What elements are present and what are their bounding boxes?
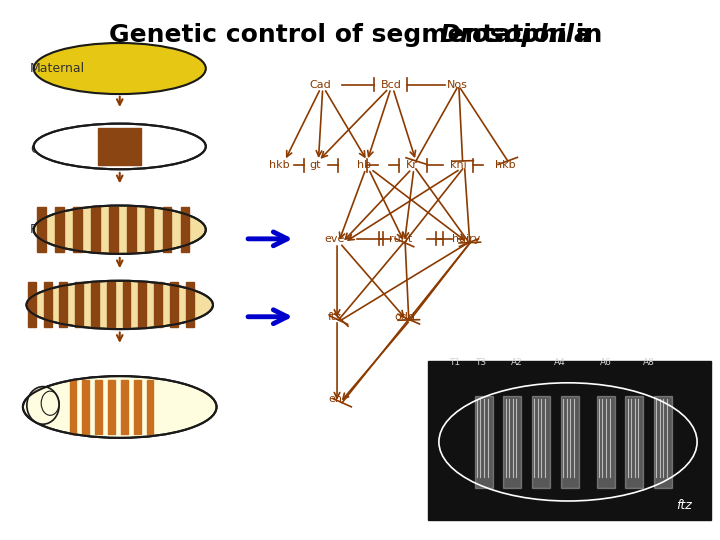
Ellipse shape: [34, 124, 206, 169]
Bar: [109, 207, 117, 252]
Text: Primary pair-rule: Primary pair-rule: [30, 223, 135, 236]
Ellipse shape: [50, 48, 190, 89]
Bar: [163, 207, 171, 252]
Bar: [145, 207, 153, 252]
Ellipse shape: [101, 64, 139, 73]
Ellipse shape: [58, 50, 182, 87]
Text: Cad: Cad: [310, 80, 331, 90]
Ellipse shape: [27, 281, 213, 329]
Bar: [108, 380, 114, 434]
Ellipse shape: [53, 49, 186, 88]
Text: odd: odd: [394, 312, 415, 322]
Bar: [134, 380, 140, 434]
Text: en: en: [328, 394, 342, 404]
Bar: [73, 207, 81, 252]
Bar: [122, 282, 130, 327]
Text: Genetic control of segmentation in: Genetic control of segmentation in: [109, 23, 611, 47]
Ellipse shape: [27, 387, 59, 424]
Text: A6: A6: [600, 357, 612, 367]
Bar: [60, 282, 68, 327]
Bar: [532, 396, 550, 488]
Bar: [154, 282, 162, 327]
Text: hkb: hkb: [269, 160, 290, 170]
Bar: [82, 380, 89, 434]
Bar: [28, 282, 36, 327]
Bar: [37, 207, 46, 252]
Bar: [91, 282, 99, 327]
Text: Gap: Gap: [30, 143, 55, 156]
Ellipse shape: [34, 43, 206, 94]
Bar: [107, 282, 114, 327]
Ellipse shape: [109, 66, 131, 71]
Ellipse shape: [73, 55, 166, 82]
Ellipse shape: [96, 62, 143, 75]
Ellipse shape: [66, 53, 174, 84]
Text: Segment polarity: Segment polarity: [30, 395, 138, 408]
Bar: [147, 380, 153, 434]
Ellipse shape: [89, 60, 150, 77]
Text: eve: eve: [325, 234, 345, 244]
Bar: [91, 207, 99, 252]
Text: Secondary pair-rule: Secondary pair-rule: [30, 301, 153, 314]
Text: runt: runt: [390, 234, 413, 244]
Ellipse shape: [104, 65, 135, 72]
Bar: [597, 396, 615, 488]
Bar: [503, 396, 521, 488]
Text: Kr: Kr: [405, 160, 418, 170]
Text: hb: hb: [356, 160, 371, 170]
Text: A2: A2: [510, 357, 522, 367]
Bar: [474, 396, 492, 488]
Bar: [121, 380, 127, 434]
Text: kni: kni: [450, 160, 467, 170]
Text: T3: T3: [475, 357, 486, 367]
Ellipse shape: [85, 59, 155, 78]
Bar: [127, 207, 135, 252]
Bar: [70, 380, 76, 434]
Bar: [561, 396, 579, 488]
Text: hairy: hairy: [452, 234, 480, 244]
Text: Drosophila: Drosophila: [440, 23, 592, 47]
Bar: [44, 282, 52, 327]
Ellipse shape: [77, 56, 163, 81]
Bar: [626, 396, 643, 488]
Bar: [654, 396, 672, 488]
Ellipse shape: [93, 61, 147, 76]
Bar: [55, 207, 64, 252]
Text: A4: A4: [554, 357, 565, 367]
Bar: [170, 282, 178, 327]
Ellipse shape: [23, 376, 217, 438]
Ellipse shape: [69, 54, 171, 83]
Text: ftz: ftz: [328, 312, 342, 322]
Bar: [95, 380, 102, 434]
Text: Maternal: Maternal: [30, 62, 85, 75]
Bar: [138, 282, 146, 327]
Text: gt: gt: [309, 160, 320, 170]
Bar: [76, 282, 83, 327]
Text: A8: A8: [643, 357, 655, 367]
Text: ftz: ftz: [676, 499, 692, 512]
Text: hkb: hkb: [495, 160, 516, 170]
Text: T1: T1: [449, 357, 460, 367]
Ellipse shape: [45, 46, 194, 90]
Bar: [428, 361, 711, 520]
Bar: [186, 282, 194, 327]
Ellipse shape: [34, 206, 206, 254]
Ellipse shape: [81, 58, 158, 79]
Ellipse shape: [37, 44, 202, 93]
Bar: [98, 127, 141, 165]
Text: Nos: Nos: [446, 80, 467, 90]
Bar: [181, 207, 189, 252]
Ellipse shape: [61, 51, 178, 86]
Ellipse shape: [42, 45, 198, 92]
Text: Bcd: Bcd: [380, 80, 401, 90]
